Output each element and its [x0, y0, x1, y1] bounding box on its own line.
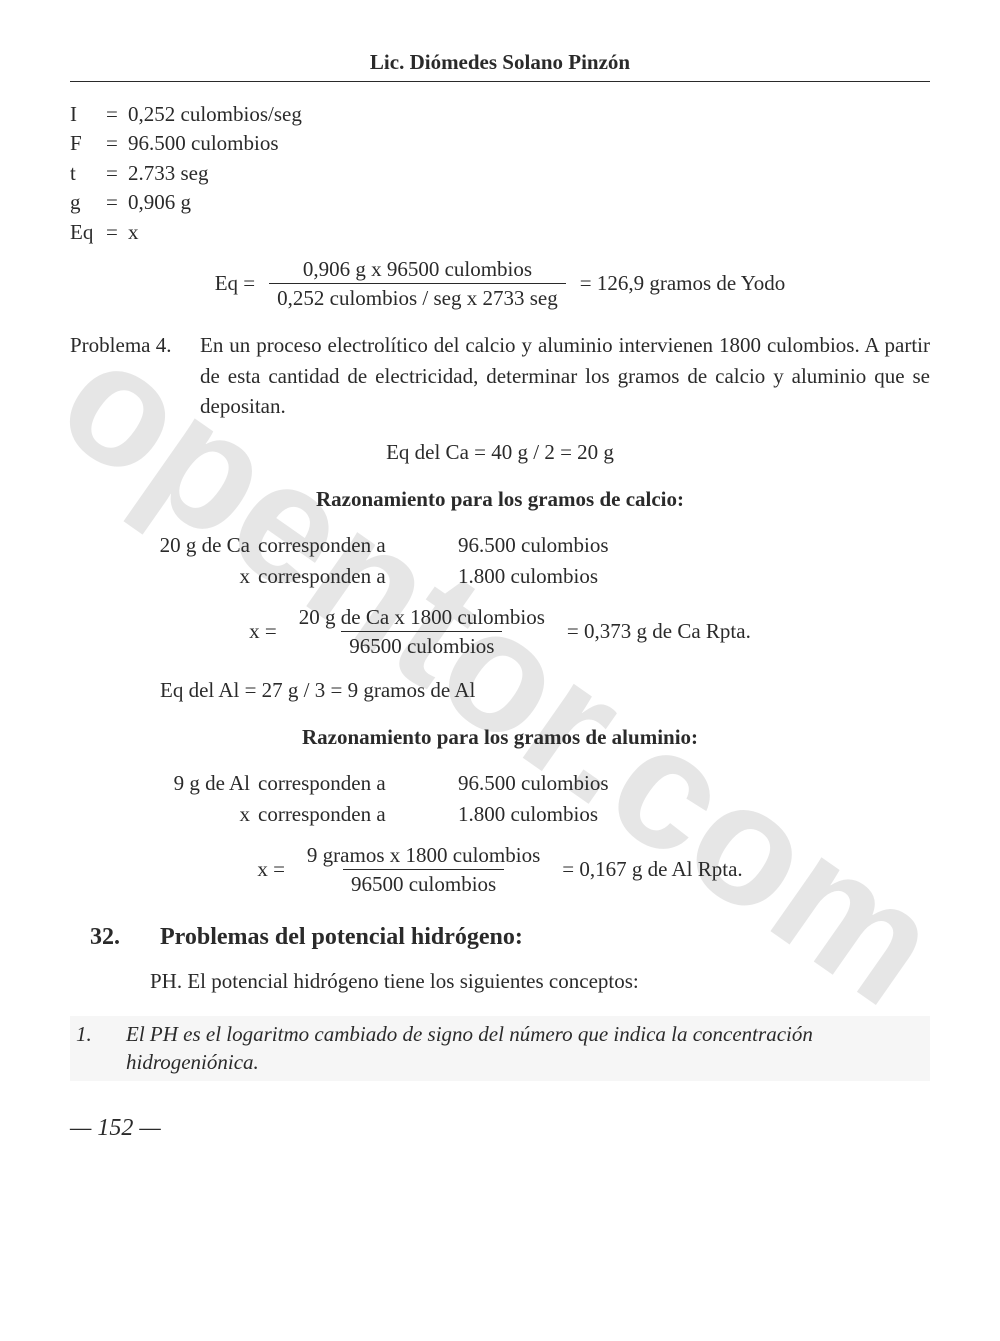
section-title: Problemas del potencial hidrógeno: [160, 924, 523, 951]
given-sym: Eq [70, 218, 106, 247]
given-sym: I [70, 100, 106, 129]
problem-4: Problema 4. En un proceso electrolítico … [70, 330, 930, 421]
fraction: 20 g de Ca x 1800 culombios 96500 culomb… [291, 605, 553, 658]
fraction-numerator: 20 g de Ca x 1800 culombios [291, 605, 553, 631]
eq-rhs: = 0,373 g de Ca Rpta. [567, 619, 751, 644]
prop-cell: 96.500 culombios [458, 768, 698, 800]
page-number: — 152 — [70, 1115, 930, 1142]
given-val: 2.733 seg [128, 159, 209, 188]
prop-cell: corresponden a [258, 799, 458, 831]
eq-lhs: x = [249, 619, 277, 644]
given-sym: g [70, 188, 106, 217]
problem-label: Problema 4. [70, 330, 200, 421]
given-val: 0,906 g [128, 188, 191, 217]
equation-eq-yodo: Eq = 0,906 g x 96500 culombios 0,252 cul… [70, 257, 930, 310]
fraction-denominator: 96500 culombios [341, 631, 502, 658]
eq-lhs: Eq = [215, 271, 255, 296]
page-content: Lic. Diómedes Solano Pinzón I=0,252 culo… [0, 0, 1000, 1182]
prop-cell: x [120, 799, 258, 831]
given-sym: t [70, 159, 106, 188]
equals-sign: = [106, 159, 128, 188]
given-values: I=0,252 culombios/seg F=96.500 culombios… [70, 100, 930, 247]
equals-sign: = [106, 129, 128, 158]
given-val: 0,252 culombios/seg [128, 100, 302, 129]
prop-cell: 1.800 culombios [458, 561, 698, 593]
fraction: 9 gramos x 1800 culombios 96500 culombio… [299, 843, 548, 896]
equals-sign: = [106, 188, 128, 217]
prop-cell: 1.800 culombios [458, 799, 698, 831]
ph-intro: PH. El potencial hidrógeno tiene los sig… [150, 969, 930, 994]
prop-cell: x [120, 561, 258, 593]
proportion-calcium: 20 g de Ca corresponden a 96.500 culombi… [120, 530, 930, 593]
fraction: 0,906 g x 96500 culombios 0,252 culombio… [269, 257, 566, 310]
fraction-numerator: 0,906 g x 96500 culombios [295, 257, 540, 283]
eq-rhs: = 0,167 g de Al Rpta. [562, 857, 742, 882]
prop-cell: 9 g de Al [120, 768, 258, 800]
definition-number: 1. [76, 1020, 126, 1077]
eq-rhs: = 126,9 gramos de Yodo [580, 271, 786, 296]
fraction-denominator: 0,252 culombios / seg x 2733 seg [269, 283, 566, 310]
eq-lhs: x = [257, 857, 285, 882]
given-val: x [128, 218, 139, 247]
equals-sign: = [106, 100, 128, 129]
given-val: 96.500 culombios [128, 129, 279, 158]
equation-x-calcium: x = 20 g de Ca x 1800 culombios 96500 cu… [70, 605, 930, 658]
heading-razonamiento-calcio: Razonamiento para los gramos de calcio: [70, 487, 930, 512]
proportion-aluminium: 9 g de Al corresponden a 96.500 culombio… [120, 768, 930, 831]
prop-cell: corresponden a [258, 530, 458, 562]
given-sym: F [70, 129, 106, 158]
definition-text: El PH es el logaritmo cambiado de signo … [126, 1020, 924, 1077]
definition-1: 1. El PH es el logaritmo cambiado de sig… [70, 1016, 930, 1081]
fraction-numerator: 9 gramos x 1800 culombios [299, 843, 548, 869]
fraction-denominator: 96500 culombios [343, 869, 504, 896]
prop-cell: 20 g de Ca [120, 530, 258, 562]
heading-razonamiento-aluminio: Razonamiento para los gramos de aluminio… [70, 725, 930, 750]
equals-sign: = [106, 218, 128, 247]
eq-ca-line: Eq del Ca = 40 g / 2 = 20 g [70, 440, 930, 465]
problem-text: En un proceso electrolítico del calcio y… [200, 330, 930, 421]
eq-al-line: Eq del Al = 27 g / 3 = 9 gramos de Al [160, 678, 930, 703]
prop-cell: corresponden a [258, 561, 458, 593]
equation-x-aluminium: x = 9 gramos x 1800 culombios 96500 culo… [70, 843, 930, 896]
page-header-author: Lic. Diómedes Solano Pinzón [70, 50, 930, 82]
section-32-heading: 32. Problemas del potencial hidrógeno: [70, 924, 930, 951]
section-number: 32. [70, 924, 160, 951]
prop-cell: corresponden a [258, 768, 458, 800]
prop-cell: 96.500 culombios [458, 530, 698, 562]
